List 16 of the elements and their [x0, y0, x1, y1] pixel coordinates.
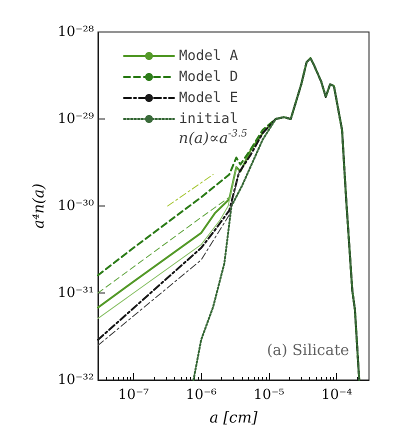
legend-label: Model D [179, 69, 238, 85]
y-tick-label: 10⁻³¹ [58, 285, 94, 301]
y-tick-label: 10⁻³⁰ [58, 198, 94, 214]
x-tick-label: 10⁻⁴ [321, 387, 352, 403]
legend-label: Model A [179, 48, 239, 64]
y-tick-label: 10⁻³² [58, 372, 94, 388]
x-axis-title: a [cm] [209, 408, 258, 426]
y-axis-title: a⁴n(a) [30, 183, 48, 229]
y-tick-label: 10⁻²⁹ [58, 111, 94, 127]
legend-label: Model E [179, 90, 238, 106]
x-tick-label: 10⁻⁶ [186, 387, 217, 403]
annotation: (a) Silicate [266, 341, 350, 359]
x-tick-label: 10⁻⁷ [118, 387, 150, 403]
x-tick-label: 10⁻⁵ [254, 387, 285, 403]
y-tick-label: 10⁻²⁸ [58, 24, 94, 40]
legend-label: initial [179, 111, 238, 127]
